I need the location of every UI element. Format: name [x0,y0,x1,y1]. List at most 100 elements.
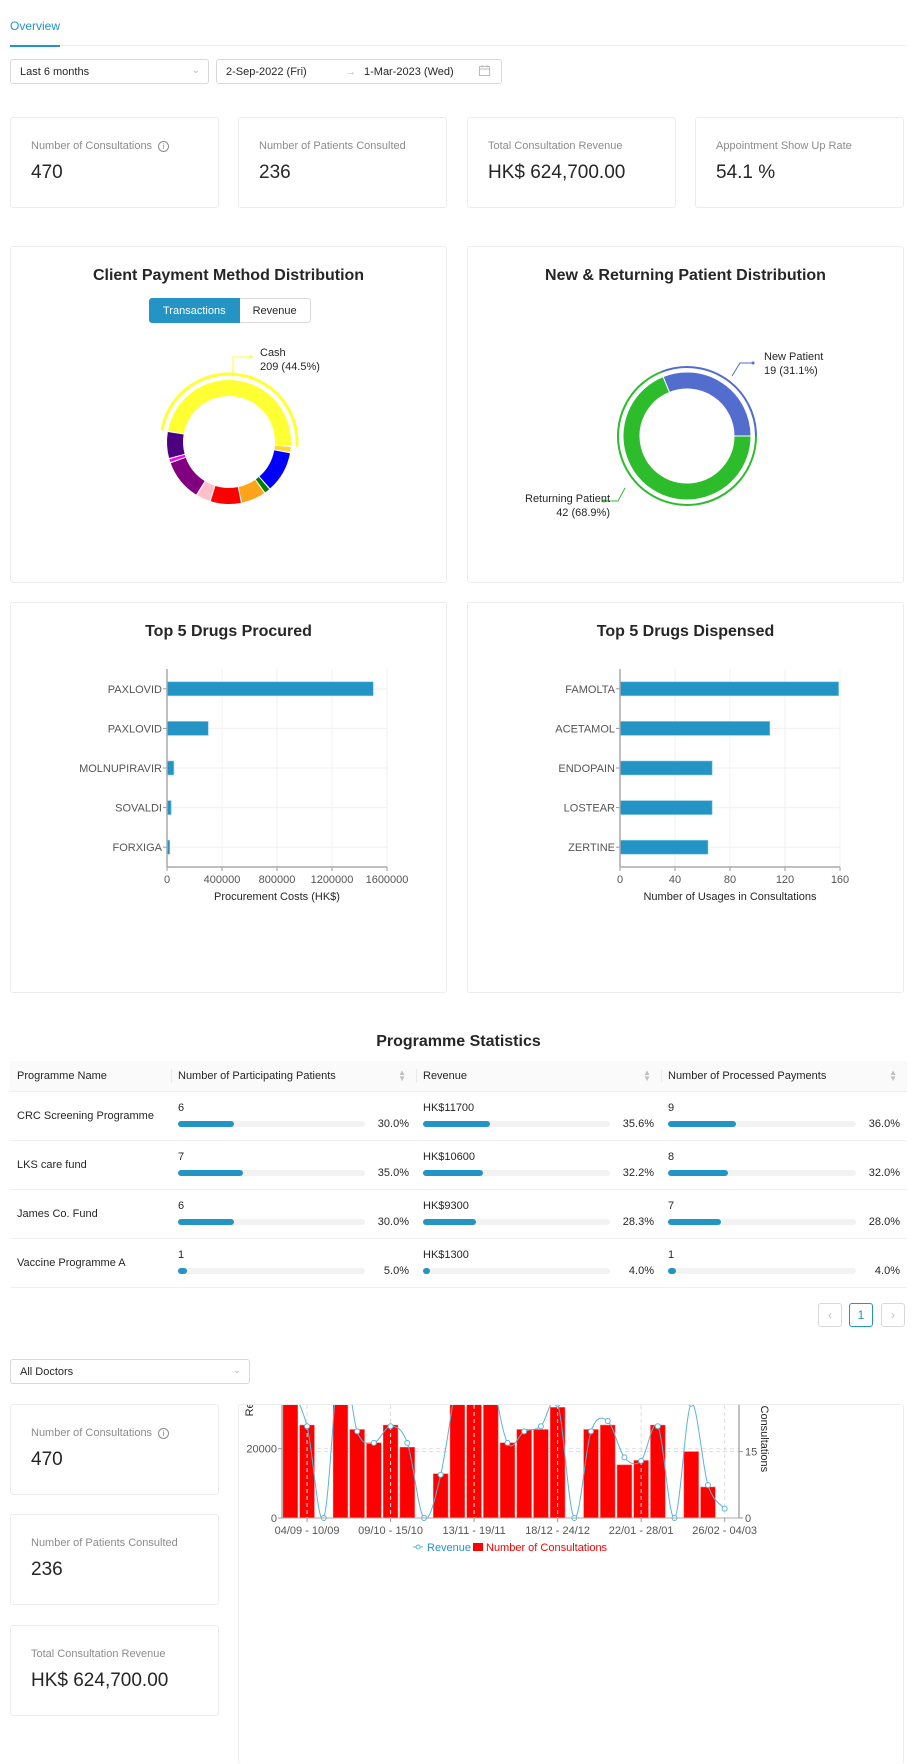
pagination-next-button[interactable]: › [881,1303,905,1327]
kpi-card-show-up-rate: Appointment Show Up Rate 54.1 % [695,117,904,208]
x-tick-label: 120 [776,874,794,886]
revenue-point [604,1418,611,1425]
progress-bar [178,1267,365,1274]
progress-bar [668,1218,856,1225]
cell-percent: 35.6% [622,1117,654,1130]
revenue-point [521,1428,528,1435]
table-row: CRC Screening Programme 6 30.0% HK$11700 3… [10,1091,907,1141]
chart-title: Top 5 Drugs Dispensed [596,623,775,640]
progress-fill [423,1267,431,1274]
revenue-point [370,1439,377,1446]
cell-value: HK$10600 [423,1150,475,1163]
revenue-point [654,1423,661,1430]
tab-overview[interactable]: Overview [10,19,61,47]
y-tick-label: ZERTINE [568,842,615,854]
kpi-value: HK$ 624,700.00 [488,162,626,183]
y-tick-label: ACETAMOL [555,723,615,735]
payment-toggle: Transactions Revenue [149,298,311,323]
kpi-value: 236 [31,1559,63,1580]
cell-percent: 5.0% [383,1264,409,1277]
x-tick-label: 160 [831,874,849,886]
kpi-value: HK$ 624,700.00 [31,1670,169,1691]
progress-fill [178,1169,244,1176]
pagination-page-1[interactable]: 1 [849,1303,873,1327]
kpi-value: 236 [259,162,291,183]
revenue-point [304,1423,311,1430]
bar [619,721,771,736]
chart-title: Top 5 Drugs Procured [145,623,312,640]
patients-cell: 6 30.0% [171,1189,416,1239]
bar [282,1405,298,1519]
callout-line-new [731,362,752,377]
revenue-point [621,1454,628,1461]
revenue-point [404,1439,411,1446]
progress-fill [668,1169,729,1176]
info-icon[interactable]: i [158,1428,170,1439]
table-row: LKS care fund 7 35.0% HK$10600 32.2% 8 32.0… [10,1140,907,1190]
chart-title: Client Payment Method Distribution [92,267,365,284]
revenue-point [504,1439,511,1446]
y-tick-label: MOLNUPIRAVIR [79,763,162,775]
bar [366,1442,382,1519]
column-header-patients[interactable]: Number of Participating Patients ▲ ▼ [171,1061,416,1092]
doctor-kpi-card-revenue: Total Consultation Revenue HK$ 624,700.0… [10,1625,219,1716]
revenue-cell: HK$1300 4.0% [416,1238,661,1288]
end-date-input[interactable]: 1-Mar-2023 (Wed) [364,66,454,78]
cell-value: 8 [668,1150,675,1163]
toggle-revenue[interactable]: Revenue [239,298,311,323]
programme-name-cell: LKS care fund [10,1140,171,1190]
dispensed-bar-chart: 0 40 80 120 160 FAMOLTA ACETAMOL ENDOPAIN LOSTEA… [555,669,849,903]
progress-fill [178,1218,235,1225]
x-tick-label: 26/02 - 04/03 [692,1525,757,1537]
payments-cell: 8 32.0% [661,1140,907,1190]
kpi-card-consultations: Number of Consultations i 470 [10,117,219,208]
revenue-point [554,1405,561,1407]
info-icon[interactable]: i [158,141,170,152]
pagination-prev-button[interactable]: ‹ [818,1303,842,1327]
donut-slice [170,457,205,495]
progress-bar [178,1169,365,1176]
revenue-cell: HK$10600 32.2% [416,1140,661,1190]
callout-label-new: New Patient [764,351,823,363]
bar [619,800,713,815]
patients-cell: 1 5.0% [171,1238,416,1288]
bar [700,1486,716,1519]
y-tick-label: 20000 [246,1444,277,1456]
cell-percent: 32.0% [868,1166,900,1179]
progress-bar [423,1169,610,1176]
kpi-label: Total Consultation Revenue [488,140,623,152]
donut-slice [197,481,215,501]
revenue-point [704,1482,711,1489]
sort-icon[interactable]: ▲ ▼ [889,1068,897,1083]
top-drugs-procured-card: Top 5 Drugs Procured 0 400000 800000 120000… [10,602,447,993]
cell-percent: 28.3% [622,1215,654,1228]
callout-label: Cash [260,347,286,359]
toggle-transactions[interactable]: Transactions [149,298,240,323]
donut-slice [238,479,265,503]
callout-value: 209 (44.5%) [260,361,320,373]
sort-icon[interactable]: ▲ ▼ [398,1068,406,1083]
doctor-select[interactable]: All Doctors ⌄ [10,1359,250,1384]
revenue-point [721,1505,728,1512]
progress-bar [668,1169,856,1176]
start-date-input[interactable]: 2-Sep-2022 (Fri) [226,66,307,78]
period-select[interactable]: Last 6 months ⌄ [10,59,209,84]
bar [619,839,709,855]
revenue-point [588,1428,595,1435]
progress-bar [178,1120,365,1127]
sort-icon[interactable]: ▲ ▼ [643,1068,651,1083]
bar [600,1424,616,1519]
column-header-revenue[interactable]: Revenue ▲ ▼ [416,1061,661,1092]
legend-consultations-icon [473,1543,483,1551]
bar [683,1451,699,1519]
cell-value: 7 [178,1150,185,1163]
callout-line-returning [605,487,626,502]
date-range-picker[interactable]: 2-Sep-2022 (Fri) → 1-Mar-2023 (Wed) [216,59,502,84]
column-header-name: Programme Name [10,1061,171,1092]
cell-percent: 4.0% [628,1264,654,1277]
kpi-value: 470 [31,162,63,183]
kpi-card-patients: Number of Patients Consulted 236 [238,117,447,208]
y-tick-label: PAXLOVID [108,684,162,696]
calendar-icon [479,65,490,79]
column-header-payments[interactable]: Number of Processed Payments ▲ ▼ [661,1061,907,1092]
